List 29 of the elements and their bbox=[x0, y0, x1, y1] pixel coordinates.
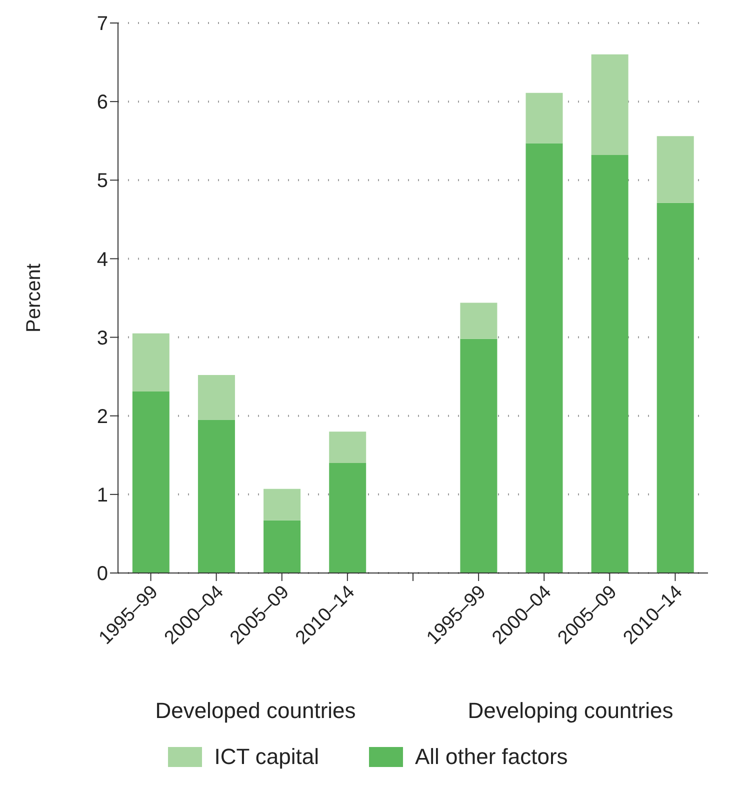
y-tick-label: 5 bbox=[96, 170, 108, 192]
bar bbox=[591, 155, 628, 573]
y-tick-label: 4 bbox=[96, 248, 108, 271]
text: Developing countries bbox=[466, 698, 674, 724]
bar bbox=[132, 333, 170, 392]
bar bbox=[264, 488, 301, 520]
bar bbox=[656, 202, 694, 573]
y-tick-label: 3 bbox=[96, 327, 108, 350]
bar bbox=[526, 143, 563, 573]
y-axis-title: Percent bbox=[23, 263, 46, 332]
legend-label: ICT capital bbox=[214, 744, 319, 770]
text: Developed countries bbox=[154, 698, 357, 724]
bar bbox=[329, 432, 366, 463]
bar bbox=[591, 54, 628, 155]
y-tick-label: 6 bbox=[96, 92, 108, 114]
y-tick-label: 7 bbox=[96, 13, 108, 36]
y-tick-label: 1 bbox=[96, 484, 108, 507]
y-tick-label: 0 bbox=[96, 563, 108, 586]
bar bbox=[460, 338, 498, 573]
bar bbox=[198, 375, 235, 420]
bar bbox=[198, 420, 235, 573]
legend-label: All other factors bbox=[414, 744, 568, 770]
bar bbox=[264, 520, 301, 573]
bar bbox=[132, 392, 170, 573]
bar bbox=[329, 463, 366, 573]
bar bbox=[656, 136, 694, 203]
bar bbox=[460, 302, 498, 339]
y-tick-label: 2 bbox=[96, 406, 108, 428]
bar bbox=[526, 92, 563, 144]
